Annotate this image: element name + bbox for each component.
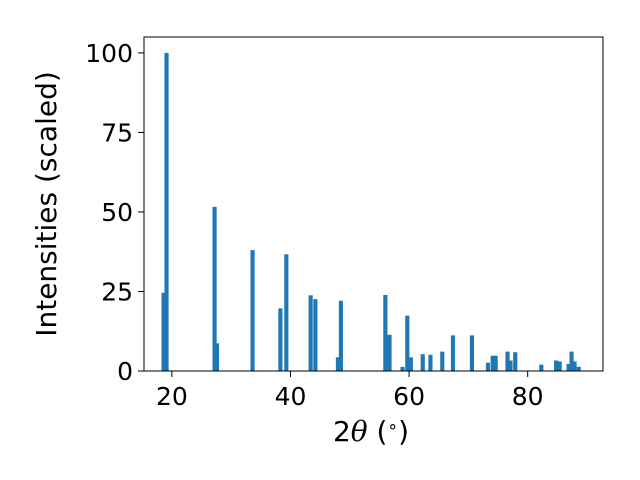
bar — [554, 360, 559, 371]
bar — [469, 335, 475, 371]
bar — [161, 292, 166, 371]
x-tick-label: 20 — [156, 382, 188, 411]
bar — [405, 315, 410, 371]
bar — [335, 357, 340, 371]
bar — [338, 300, 343, 371]
bar — [513, 352, 518, 371]
y-axis-ticks: 0 25 50 75 100 — [85, 39, 144, 386]
bar — [308, 295, 313, 371]
bar — [284, 254, 289, 371]
bar — [490, 355, 495, 371]
bar — [278, 308, 283, 371]
bar — [576, 366, 581, 371]
x-tick-label: 40 — [275, 382, 307, 411]
bar — [408, 357, 413, 371]
x-axis-label-prefix: 2 — [333, 415, 351, 448]
bar — [387, 334, 392, 371]
bar — [508, 360, 513, 371]
bar — [164, 52, 169, 372]
x-tick-label: 80 — [512, 382, 544, 411]
bar — [450, 335, 456, 371]
bar — [569, 351, 574, 371]
plot-frame — [143, 36, 604, 372]
bar — [493, 355, 498, 371]
x-axis-label-close: ) — [398, 415, 409, 448]
x-axis-label-open: ( — [368, 415, 388, 448]
y-tick-label: 50 — [101, 198, 133, 227]
y-axis-label: Intensities (scaled) — [30, 71, 63, 337]
x-axis-ticks: 20 40 60 80 — [156, 371, 544, 411]
y-tick-label: 75 — [101, 118, 133, 147]
x-axis-label: 2θ (∘) — [333, 415, 409, 448]
bar — [428, 354, 433, 371]
y-tick-label: 100 — [85, 39, 133, 68]
bar — [440, 351, 445, 371]
x-axis-label-symbol: θ — [351, 415, 368, 448]
x-axis-label-unit: ∘ — [387, 417, 398, 437]
bar — [313, 299, 318, 371]
y-tick-label: 0 — [117, 357, 133, 386]
bar — [566, 364, 571, 371]
y-tick-label: 25 — [101, 277, 133, 306]
bar — [400, 366, 405, 371]
bar — [572, 361, 577, 371]
bar — [557, 361, 562, 371]
bar — [214, 343, 220, 371]
bar — [420, 354, 425, 371]
bar — [505, 351, 510, 371]
bar — [250, 250, 255, 371]
bar — [212, 206, 217, 371]
bar — [383, 294, 388, 371]
bar — [485, 362, 491, 371]
bar — [539, 364, 544, 371]
bars-group — [161, 52, 581, 372]
x-tick-label: 60 — [393, 382, 425, 411]
